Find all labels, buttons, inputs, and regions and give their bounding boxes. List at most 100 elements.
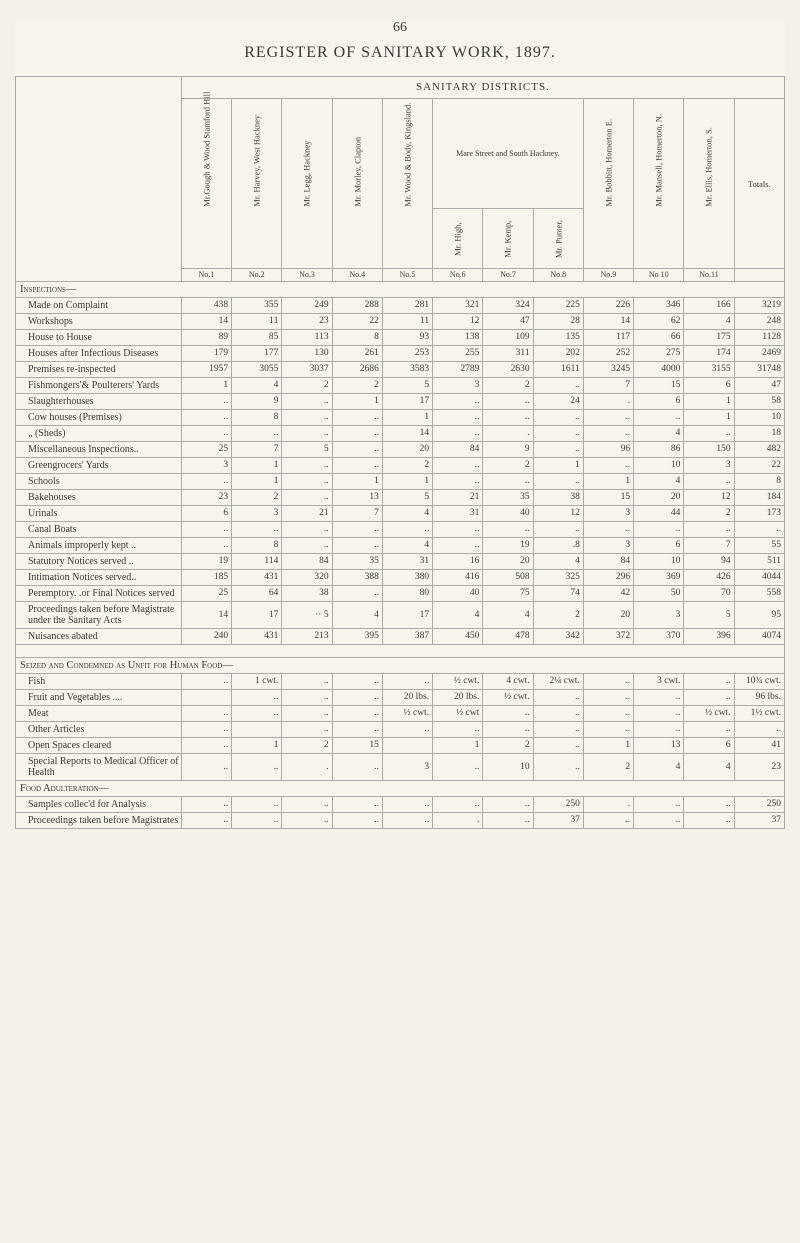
col-punter: Mr. Punter, [533, 209, 583, 269]
data-cell: 86 [634, 441, 684, 457]
data-cell: 3 [684, 457, 734, 473]
data-cell: .. [282, 705, 332, 721]
col-ellis: Mr. Ellis, Homerton, S. [684, 99, 734, 269]
data-cell: .. [181, 796, 231, 812]
corner-cell [16, 77, 182, 282]
idx-5: No.5 [382, 269, 432, 282]
data-cell: 21 [433, 489, 483, 505]
data-cell: . [583, 393, 633, 409]
data-cell: 22 [734, 457, 784, 473]
data-cell: 4000 [634, 361, 684, 377]
data-cell: 4 [684, 753, 734, 780]
row-label: Nuisances abated [16, 628, 182, 644]
data-cell: . [483, 425, 533, 441]
main-title: REGISTER OF SANITARY WORK, 1897. [15, 44, 785, 62]
data-cell: 130 [282, 345, 332, 361]
data-cell: .. [282, 393, 332, 409]
col-harvey: Mr. Harvey, West Hackney [232, 99, 282, 269]
data-cell: .. [533, 737, 583, 753]
table-row: Special Reports to Medical Officer of He… [16, 753, 785, 780]
data-cell: 3 [433, 377, 483, 393]
data-cell: 23 [734, 753, 784, 780]
data-cell: .. [332, 521, 382, 537]
data-cell: 3219 [734, 297, 784, 313]
data-cell: 44 [634, 505, 684, 521]
data-cell: .. [533, 721, 583, 737]
table-row: Animals improperly kept ....8....4..19.8… [16, 537, 785, 553]
data-cell: 3 cwt. [634, 673, 684, 689]
data-cell: 38 [282, 585, 332, 601]
data-cell: .. [533, 377, 583, 393]
table-row: Schools..1..11......14..8 [16, 473, 785, 489]
row-label: Animals improperly kept .. [16, 537, 182, 553]
data-cell: 177 [232, 345, 282, 361]
data-cell: .. [282, 796, 332, 812]
data-cell: 2630 [483, 361, 533, 377]
row-label: Made on Complaint [16, 297, 182, 313]
data-cell: 12 [684, 489, 734, 505]
data-cell: 4 cwt. [483, 673, 533, 689]
data-cell: 396 [684, 628, 734, 644]
data-cell: .. [181, 753, 231, 780]
data-cell: 1 [332, 473, 382, 489]
data-cell: 1½ cwt. [734, 705, 784, 721]
data-cell: .. [533, 409, 583, 425]
data-cell: 1 [232, 737, 282, 753]
row-label: Peremptory. .or Final Notices served [16, 585, 182, 601]
data-cell: 253 [382, 345, 432, 361]
data-cell: .. [332, 425, 382, 441]
data-cell: 370 [634, 628, 684, 644]
data-cell: 2469 [734, 345, 784, 361]
data-cell: 4 [634, 425, 684, 441]
data-cell: 1 cwt. [232, 673, 282, 689]
data-cell: .. [433, 537, 483, 553]
row-label: Premises re-inspected [16, 361, 182, 377]
data-cell: 213 [282, 628, 332, 644]
idx-10: No 10 [634, 269, 684, 282]
data-cell: .. [684, 689, 734, 705]
data-cell: 25 [181, 441, 231, 457]
data-cell: 1 [583, 473, 633, 489]
data-cell: .. [433, 721, 483, 737]
data-cell: 20 lbs. [433, 689, 483, 705]
data-cell: .. [332, 457, 382, 473]
data-cell: 431 [232, 628, 282, 644]
data-cell: 70 [684, 585, 734, 601]
data-cell: 17 [232, 601, 282, 628]
data-cell: .. [433, 521, 483, 537]
data-cell: 3 [583, 505, 633, 521]
data-cell: 321 [433, 297, 483, 313]
data-cell: 2 [583, 753, 633, 780]
table-row: Fruit and Vegetables ..........20 lbs.20… [16, 689, 785, 705]
data-cell: .. [181, 409, 231, 425]
data-cell: .. [583, 673, 633, 689]
data-cell: .. [483, 812, 533, 828]
data-cell: 2 [282, 377, 332, 393]
data-cell: .. [181, 705, 231, 721]
data-cell: ·· 5 [282, 601, 332, 628]
data-cell: 6 [634, 393, 684, 409]
data-cell: .. [734, 521, 784, 537]
data-cell: 482 [734, 441, 784, 457]
col-legg: Mr. Legg, Hackney [282, 99, 332, 269]
data-cell: 1128 [734, 329, 784, 345]
data-cell: 2 [684, 505, 734, 521]
col-mansell: Mr. Mansell, Homerton, N. [634, 99, 684, 269]
data-cell: 23 [282, 313, 332, 329]
data-cell: 14 [583, 313, 633, 329]
data-cell: .. [181, 393, 231, 409]
data-cell: 22 [332, 313, 382, 329]
data-cell: .. [181, 812, 231, 828]
table-row: Open Spaces cleared..121512..113641 [16, 737, 785, 753]
table-row: Meat........½ cwt.½ cwt........½ cwt.1½ … [16, 705, 785, 721]
data-cell: 10 [634, 457, 684, 473]
data-cell: 15 [634, 377, 684, 393]
data-cell: 117 [583, 329, 633, 345]
data-cell: .. [583, 521, 633, 537]
data-cell: 296 [583, 569, 633, 585]
idx-9: No.9 [583, 269, 633, 282]
data-cell: 96 [583, 441, 633, 457]
data-cell: 138 [433, 329, 483, 345]
data-cell: .. [583, 812, 633, 828]
data-cell: 15 [583, 489, 633, 505]
